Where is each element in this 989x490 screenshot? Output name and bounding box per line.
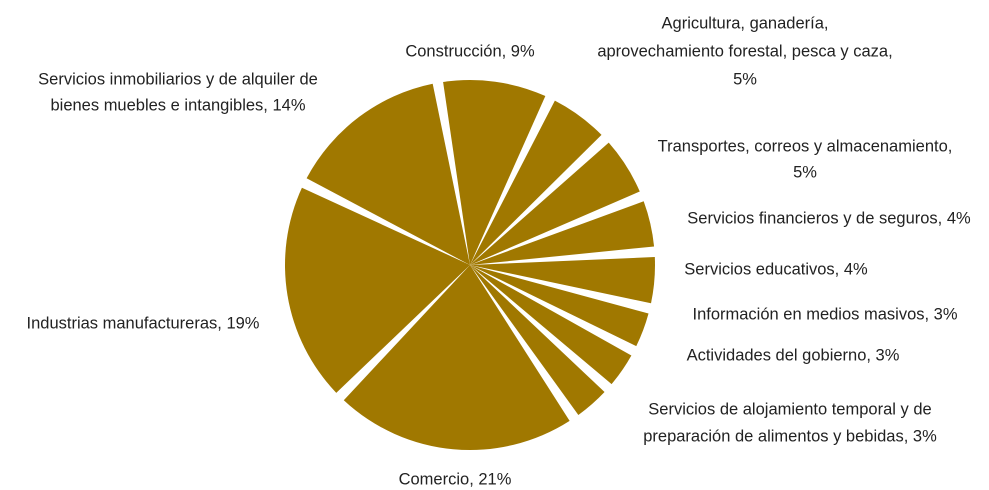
slice-label: Servicios de alojamiento temporal y de	[648, 400, 931, 418]
slice-label: 5%	[793, 163, 817, 181]
pie-slice	[470, 257, 655, 304]
slice-label: 5%	[733, 70, 757, 88]
slice-label: Comercio, 21%	[399, 470, 512, 488]
slice-label: Construcción, 9%	[405, 42, 535, 60]
slice-label: preparación de alimentos y bebidas, 3%	[643, 427, 937, 445]
pie-slice	[470, 265, 649, 347]
pie-slice	[470, 100, 602, 265]
pie-slice	[285, 187, 470, 393]
slice-label: Información en medios masivos, 3%	[692, 305, 957, 323]
slice-label: Servicios financieros y de seguros, 4%	[687, 209, 971, 227]
slice-label: Servicios inmobiliarios y de alquiler de	[38, 70, 318, 88]
pie-slice	[470, 142, 640, 265]
pie-slice	[470, 201, 655, 265]
slice-label: Agricultura, ganadería,	[662, 14, 829, 32]
slice-label: Transportes, correos y almacenamiento,	[658, 137, 953, 155]
slice-label: Servicios educativos, 4%	[684, 260, 868, 278]
pie-slice	[470, 265, 632, 385]
pie-slice	[306, 83, 470, 266]
pie-slice	[443, 80, 546, 265]
slice-label: aprovechamiento forestal, pesca y caza,	[597, 42, 892, 60]
slice-label: bienes muebles e intangibles, 14%	[50, 96, 305, 114]
pie-slice	[343, 265, 570, 450]
slice-label: Industrias manufactureras, 19%	[27, 314, 260, 332]
pie-slice	[470, 265, 605, 415]
slice-label: Actividades del gobierno, 3%	[687, 346, 900, 364]
